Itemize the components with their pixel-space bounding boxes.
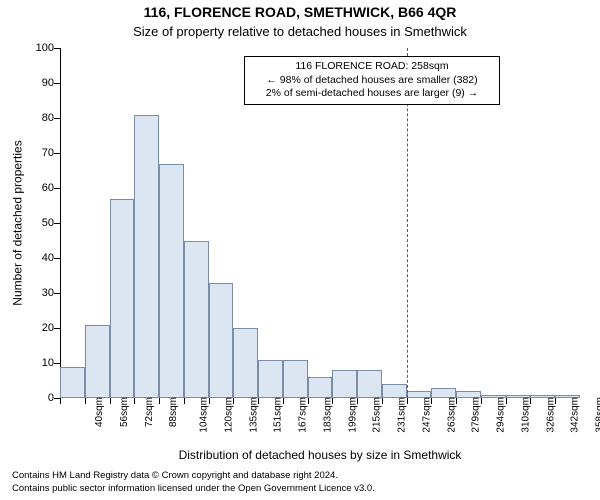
y-tick-label: 40	[14, 252, 54, 264]
y-tick-label: 10	[14, 357, 54, 369]
x-tick	[481, 398, 482, 404]
x-tick	[506, 398, 507, 404]
histogram-bar	[134, 115, 159, 399]
y-tick	[54, 153, 60, 154]
x-tick	[530, 398, 531, 404]
footer-line-2: Contains public sector information licen…	[12, 483, 375, 494]
x-tick	[382, 398, 383, 404]
y-tick	[54, 118, 60, 119]
chart-title-sub: Size of property relative to detached ho…	[0, 24, 600, 39]
y-tick-label: 80	[14, 112, 54, 124]
x-tick	[85, 398, 86, 404]
x-tick	[456, 398, 457, 404]
x-tick	[233, 398, 234, 404]
histogram-bar	[60, 367, 85, 399]
x-tick-label: 56sqm	[119, 397, 130, 427]
y-tick-label: 0	[14, 392, 54, 404]
y-tick	[54, 48, 60, 49]
histogram-bar	[308, 377, 333, 398]
footer-line-1: Contains HM Land Registry data © Crown c…	[12, 470, 338, 481]
y-tick	[54, 293, 60, 294]
x-tick-label: 72sqm	[144, 397, 155, 427]
histogram-bar	[233, 328, 258, 398]
annotation-line2: ← 98% of detached houses are smaller (38…	[251, 74, 493, 88]
x-tick	[308, 398, 309, 404]
x-tick-label: 88sqm	[168, 397, 179, 427]
x-tick	[209, 398, 210, 404]
histogram-bar	[85, 325, 110, 399]
x-tick	[134, 398, 135, 404]
annotation-line1: 116 FLORENCE ROAD: 258sqm	[251, 60, 493, 74]
x-tick	[258, 398, 259, 404]
y-tick-label: 30	[14, 287, 54, 299]
y-tick	[54, 188, 60, 189]
y-tick	[54, 363, 60, 364]
y-tick	[54, 258, 60, 259]
x-tick-label: 358sqm	[595, 397, 600, 433]
y-tick	[54, 83, 60, 84]
histogram-bar	[209, 283, 234, 399]
x-tick	[159, 398, 160, 404]
x-axis-title: Distribution of detached houses by size …	[60, 448, 580, 462]
y-tick-label: 100	[14, 42, 54, 54]
histogram-bar	[258, 360, 283, 399]
x-tick	[407, 398, 408, 404]
y-tick-label: 50	[14, 217, 54, 229]
y-tick	[54, 223, 60, 224]
histogram-bar	[332, 370, 357, 398]
histogram-bar	[159, 164, 184, 399]
x-tick	[357, 398, 358, 404]
x-tick	[110, 398, 111, 404]
x-tick	[431, 398, 432, 404]
histogram-bar	[110, 199, 135, 399]
y-tick-label: 70	[14, 147, 54, 159]
histogram-bar	[184, 241, 209, 399]
y-tick-label: 60	[14, 182, 54, 194]
chart-title-main: 116, FLORENCE ROAD, SMETHWICK, B66 4QR	[0, 4, 600, 20]
annotation-line3: 2% of semi-detached houses are larger (9…	[251, 87, 493, 101]
histogram-bar	[382, 384, 407, 398]
histogram-bar	[283, 360, 308, 399]
x-tick-label: 40sqm	[94, 397, 105, 427]
chart-container: 116, FLORENCE ROAD, SMETHWICK, B66 4QR S…	[0, 0, 600, 500]
x-tick-label: 342sqm	[570, 397, 581, 433]
x-tick	[60, 398, 61, 404]
y-tick	[54, 328, 60, 329]
annotation-box: 116 FLORENCE ROAD: 258sqm ← 98% of detac…	[244, 56, 500, 105]
y-axis-line	[60, 48, 61, 398]
histogram-bar	[357, 370, 382, 398]
x-tick	[184, 398, 185, 404]
x-tick	[283, 398, 284, 404]
x-tick	[332, 398, 333, 404]
y-tick-label: 20	[14, 322, 54, 334]
y-tick-label: 90	[14, 77, 54, 89]
x-tick	[555, 398, 556, 404]
